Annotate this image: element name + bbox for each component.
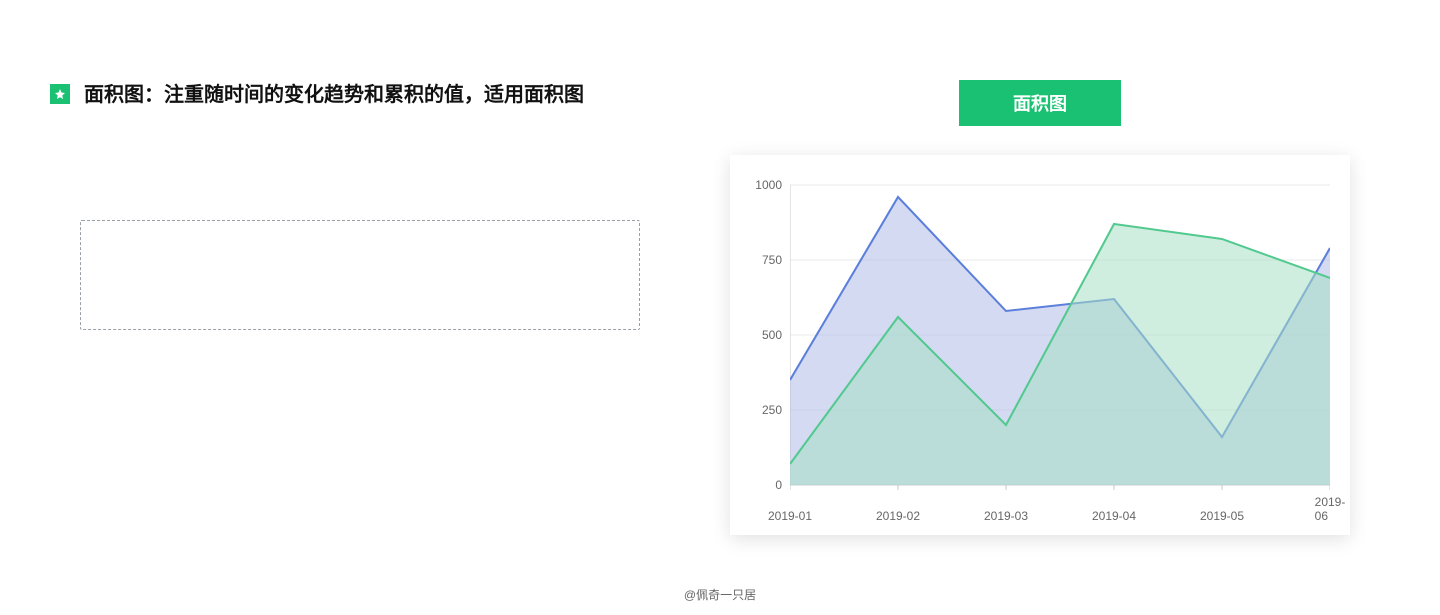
y-tick-label: 250 xyxy=(730,403,782,417)
area-chart-card: 0 250 500 750 1000 2019-01 2019-02 2019-03 2019-… xyxy=(730,155,1350,535)
y-tick-label: 1000 xyxy=(730,178,782,192)
watermark: @佩奇一只居 xyxy=(684,586,756,603)
x-tick-label: 2019-05 xyxy=(1200,509,1244,523)
area-chart xyxy=(790,175,1330,495)
star-icon xyxy=(50,84,70,104)
title-row: 面积图：注重随时间的变化趋势和累积的值，适用面积图 xyxy=(50,80,670,110)
y-tick-label: 750 xyxy=(730,253,782,267)
y-tick-label: 500 xyxy=(730,328,782,342)
y-tick-label: 0 xyxy=(730,478,782,492)
x-tick-label: 2019-03 xyxy=(984,509,1028,523)
x-tick-label: 2019-06 xyxy=(1315,495,1346,523)
left-panel: 面积图：注重随时间的变化趋势和累积的值，适用面积图 xyxy=(50,80,670,535)
dashed-placeholder xyxy=(80,220,640,330)
x-tick-label: 2019-01 xyxy=(768,509,812,523)
page-title: 面积图：注重随时间的变化趋势和累积的值，适用面积图 xyxy=(84,80,584,110)
chart-badge: 面积图 xyxy=(959,80,1121,126)
x-tick-label: 2019-04 xyxy=(1092,509,1136,523)
right-panel: 面积图 0 250 500 750 1000 2019-01 2019-02 2019-03 2… xyxy=(730,80,1350,535)
x-tick-label: 2019-02 xyxy=(876,509,920,523)
